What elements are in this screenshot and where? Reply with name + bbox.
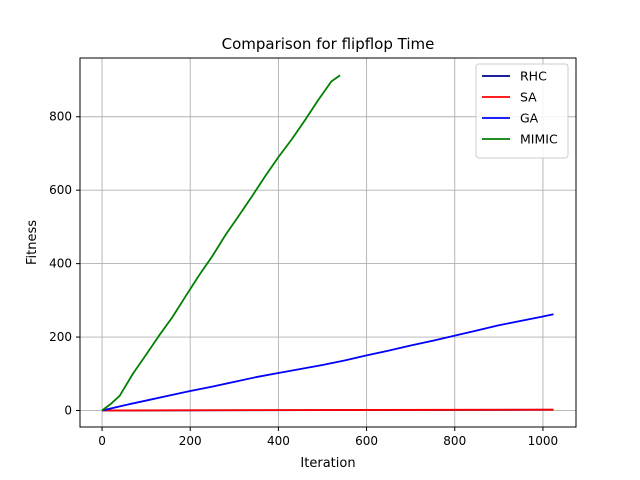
y-tick-label: 600 <box>49 183 72 197</box>
y-tick-label: 400 <box>49 257 72 271</box>
legend-box <box>475 63 569 159</box>
y-tick-label: 0 <box>64 403 72 417</box>
y-tick-label: 800 <box>49 110 72 124</box>
chart-title: Comparison for flipflop Time <box>222 35 435 53</box>
y-axis-label: Fitness <box>25 220 40 265</box>
legend-label-mimic: MIMIC <box>520 132 558 147</box>
legend-label-ga: GA <box>520 111 539 126</box>
axis-ticks: 0 200 400 600 800 1000 0 200 400 600 800 <box>49 110 558 448</box>
legend-label-sa: SA <box>520 90 537 105</box>
legend-label-rhc: RHC <box>520 69 547 84</box>
x-tick-label: 400 <box>267 434 290 448</box>
legend: RHC SA GA MIMIC <box>475 63 569 159</box>
x-tick-label: 200 <box>179 434 202 448</box>
x-tick-label: 800 <box>443 434 466 448</box>
series-line-mimic <box>101 74 341 412</box>
series-line-sa <box>102 408 554 412</box>
series-lines <box>101 74 554 412</box>
x-tick-label: 0 <box>98 434 106 448</box>
series-line-ga <box>101 313 554 412</box>
plot-area-frame <box>79 57 577 428</box>
y-tick-label: 200 <box>49 330 72 344</box>
x-tick-label: 600 <box>355 434 378 448</box>
x-axis-label: Iteration <box>300 456 355 471</box>
x-tick-label: 1000 <box>528 434 559 448</box>
